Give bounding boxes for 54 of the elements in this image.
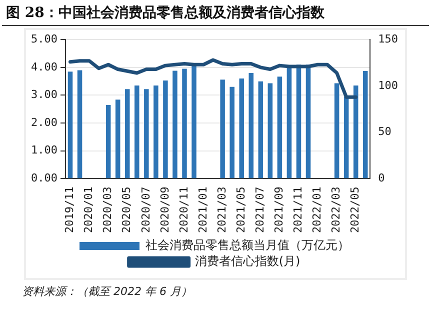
- y-tick-label: 2.00: [30, 116, 58, 129]
- x-tick-label: 2021/09: [272, 186, 286, 233]
- bar: [334, 83, 340, 178]
- bar: [68, 72, 73, 178]
- bar: [77, 70, 82, 178]
- x-tick-label: 2020/09: [158, 186, 172, 233]
- bar: [115, 100, 120, 178]
- bar: [182, 68, 187, 178]
- x-tick-label: 2021/05: [234, 186, 248, 233]
- y-tick-label: 0.00: [30, 172, 58, 184]
- bar: [144, 89, 149, 178]
- bar: [154, 85, 158, 178]
- bar: [163, 80, 168, 178]
- chart-title: 图 28：中国社会消费品零售总额及消费者信心指数: [2, 0, 429, 26]
- y-tick-label: 4.00: [30, 60, 58, 74]
- x-tick-label: 2020/03: [101, 186, 114, 233]
- x-tick-label: 2019/11: [63, 186, 76, 233]
- x-tick-label: 2022/05: [348, 186, 362, 233]
- bar: [230, 86, 234, 178]
- x-tick-label: 2021/11: [292, 186, 305, 233]
- bar: [258, 81, 264, 178]
- bar: [248, 72, 254, 178]
- bar: [106, 104, 111, 178]
- bar: [220, 80, 225, 178]
- bar: [124, 89, 130, 178]
- bar: [286, 67, 292, 178]
- text: 资料来源：（截至 2022 年 6 月）: [21, 284, 193, 299]
- bar: [277, 76, 282, 178]
- bar: [172, 70, 178, 178]
- legend-label: 社会消费品零售总额当月值（万亿元）: [146, 238, 350, 252]
- y2-tick-label: 100: [378, 78, 398, 92]
- x-tick-label: 2021/03: [215, 186, 228, 233]
- y-tick-label: 5.00: [30, 32, 58, 46]
- y2-tick-label: 50: [378, 125, 392, 138]
- bar: [344, 96, 349, 178]
- y2-tick-label: 150: [378, 32, 398, 46]
- legend-label: 消费者信心指数(月): [194, 254, 300, 268]
- x-tick-label: 2020/11: [177, 186, 190, 233]
- y2-tick-label: 0: [378, 172, 385, 184]
- bar: [134, 85, 140, 178]
- y-tick-label: 1.00: [30, 144, 58, 157]
- x-tick-label: 2022/01: [310, 186, 324, 233]
- bar: [239, 78, 244, 178]
- x-tick-label: 2020/01: [82, 186, 96, 233]
- y-tick-label: 3.00: [30, 88, 58, 102]
- bar: [268, 83, 273, 178]
- x-tick-label: 2020/05: [120, 186, 134, 233]
- bar: [353, 85, 358, 178]
- bar: [362, 71, 368, 178]
- bar: [192, 66, 196, 178]
- x-tick-label: 2021/07: [254, 186, 267, 233]
- x-tick-label: 2022/03: [330, 186, 343, 233]
- x-tick-label: 2020/07: [139, 186, 152, 233]
- x-tick-label: 2021/01: [196, 186, 210, 233]
